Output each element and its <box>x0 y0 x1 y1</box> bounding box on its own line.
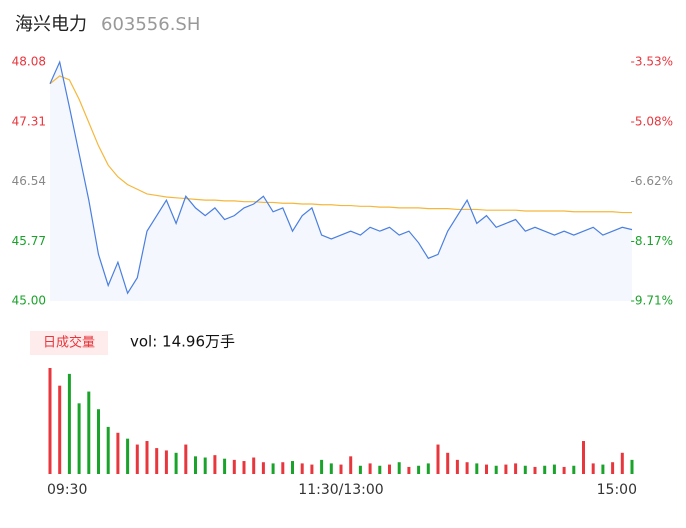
volume-bar <box>145 441 149 474</box>
volume-bar <box>281 462 285 474</box>
volume-bar <box>436 444 440 474</box>
volume-bar <box>203 457 207 474</box>
volume-bar <box>620 452 624 474</box>
volume-bar <box>514 463 518 474</box>
volume-bar <box>194 456 197 474</box>
volume-bar <box>135 444 139 474</box>
volume-bar <box>407 466 411 474</box>
volume-bar <box>446 452 450 474</box>
y2-tick-label: -5.08% <box>631 114 673 128</box>
price-area <box>50 62 632 301</box>
y2-tick-label: -3.53% <box>631 55 673 69</box>
y2-tick-label: -9.71% <box>631 294 673 308</box>
chart-title: 海兴电力 <box>15 14 87 35</box>
x-tick-label: 11:30/13:00 <box>298 482 383 498</box>
volume-bar <box>271 463 275 474</box>
volume-bar <box>601 464 605 474</box>
volume-bar <box>300 463 304 474</box>
volume-bar <box>349 456 353 474</box>
volume-bar <box>174 452 178 474</box>
volume-bar <box>388 464 391 474</box>
volume-bar <box>155 448 159 474</box>
y2-tick-label: -8.17% <box>631 234 673 248</box>
volume-bar <box>48 368 52 474</box>
volume-bar <box>126 438 130 474</box>
volume-bar <box>358 465 362 474</box>
volume-bar <box>494 465 498 474</box>
volume-bar <box>329 463 333 474</box>
volume-bar <box>87 391 91 474</box>
volume-bar <box>223 458 227 474</box>
volume-label: vol: 14.96万手 <box>130 333 235 351</box>
volume-bar <box>261 462 265 474</box>
chart-subtitle: 603556.SH <box>101 14 200 35</box>
volume-bar <box>67 373 71 474</box>
volume-bar <box>504 464 508 474</box>
volume-bar <box>232 459 236 474</box>
volume-bar <box>465 462 469 474</box>
y-tick-label: 45.77 <box>12 234 46 248</box>
volume-bar <box>242 461 246 474</box>
volume-bar <box>320 459 324 474</box>
volume-bar <box>523 465 527 474</box>
volume-bar <box>533 466 537 474</box>
volume-bar <box>291 461 294 474</box>
volume-bar <box>213 455 217 474</box>
volume-bar <box>591 463 595 474</box>
volume-bar <box>339 464 343 474</box>
volume-bar <box>455 459 459 474</box>
volume-title-box <box>30 331 108 355</box>
volume-bar <box>252 457 256 474</box>
volume-bar <box>572 465 576 474</box>
volume-bar <box>552 464 556 474</box>
volume-bar <box>426 463 430 474</box>
volume-bar <box>485 464 488 474</box>
series-line <box>49 60 633 295</box>
series-line <box>49 75 632 214</box>
volume-bar <box>562 466 566 474</box>
volume-bar <box>106 426 110 474</box>
x-tick-label: 15:00 <box>597 482 637 498</box>
volume-bar <box>582 441 585 474</box>
volume-bar <box>310 464 314 474</box>
volume-bar <box>543 465 547 474</box>
volume-bar <box>164 450 168 474</box>
volume-bar <box>630 459 634 474</box>
volume-bar <box>378 465 382 474</box>
volume-bar <box>184 444 188 474</box>
volume-bar <box>475 463 479 474</box>
volume-bar <box>58 385 62 474</box>
x-tick-label: 09:30 <box>47 482 87 498</box>
volume-title: 日成交量 <box>43 335 95 351</box>
volume-bar <box>77 403 81 474</box>
volume-bar <box>97 409 100 474</box>
volume-bar <box>116 432 120 474</box>
volume-bar <box>397 462 401 474</box>
volume-bar <box>417 465 421 474</box>
volume-bar <box>368 463 372 474</box>
y-tick-label: 45.00 <box>12 294 46 308</box>
y-tick-label: 46.54 <box>12 174 46 188</box>
y-tick-label: 47.31 <box>12 114 46 128</box>
y2-tick-label: -6.62% <box>631 174 673 188</box>
volume-bar <box>611 462 615 474</box>
y-tick-label: 48.08 <box>12 55 46 69</box>
